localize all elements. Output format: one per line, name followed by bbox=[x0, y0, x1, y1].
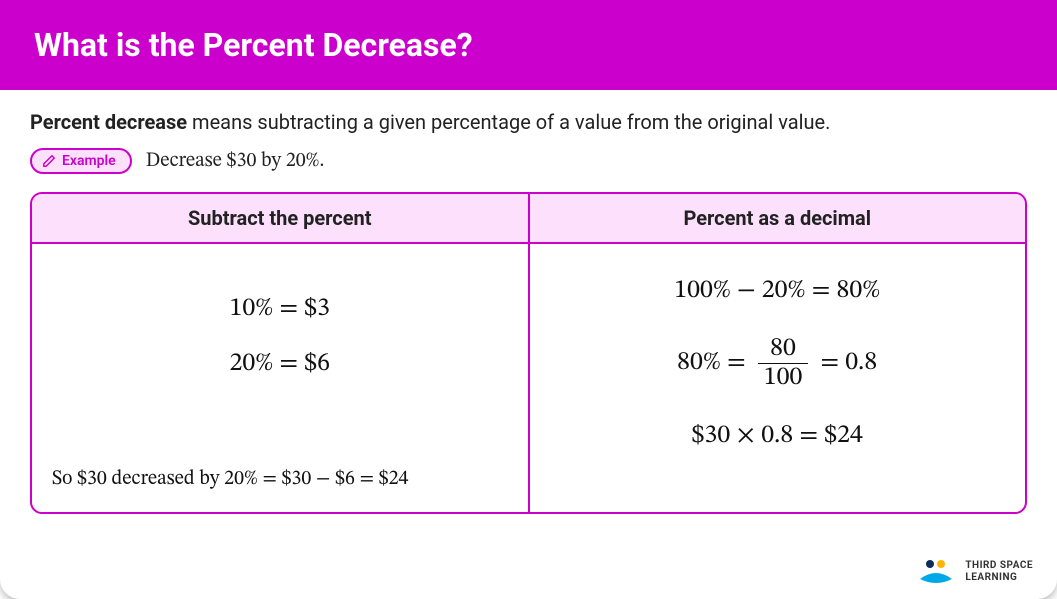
fraction: 80 100 bbox=[758, 335, 809, 393]
logo-line2: LEARNING bbox=[965, 572, 1033, 584]
col-header-right: Percent as a decimal bbox=[530, 194, 1026, 244]
right-line2: 80% = 80 100 = 0.8 bbox=[677, 335, 877, 393]
intro-text: Percent decrease means subtracting a giv… bbox=[30, 110, 1027, 134]
conclusion-math: $30 decreased by 20% = $30 − $6 = $24 bbox=[77, 469, 408, 489]
left-conclusion: So $30 decreased by 20% = $30 − $6 = $24 bbox=[52, 467, 508, 492]
example-badge-label: Example bbox=[62, 153, 116, 169]
conclusion-prefix: So bbox=[52, 469, 77, 489]
logo-text: THIRD SPACE LEARNING bbox=[965, 560, 1033, 584]
col-subtract: Subtract the percent 10% = $3 20% = $6 S… bbox=[32, 194, 530, 512]
right-line1: 100% − 20% = 80% bbox=[674, 268, 880, 315]
left-line1: 10% = $3 bbox=[230, 286, 330, 333]
card-header: What is the Percent Decrease? bbox=[0, 0, 1057, 90]
comparison-table: Subtract the percent 10% = $3 20% = $6 S… bbox=[30, 192, 1027, 514]
intro-rest: means subtracting a given percentage of … bbox=[187, 110, 830, 134]
right-math-stack: 100% − 20% = 80% 80% = 80 100 = 0.8 $30 … bbox=[550, 268, 1006, 460]
right-line2-right: = 0.8 bbox=[820, 340, 877, 387]
logo-line1: THIRD SPACE bbox=[965, 560, 1033, 572]
page-title: What is the Percent Decrease? bbox=[34, 26, 1023, 64]
lesson-card: What is the Percent Decrease? Percent de… bbox=[0, 0, 1057, 599]
example-badge: Example bbox=[30, 148, 132, 174]
example-text: Decrease $30 by 20%. bbox=[146, 149, 325, 174]
col-header-left: Subtract the percent bbox=[32, 194, 528, 244]
card-body: Percent decrease means subtracting a giv… bbox=[0, 90, 1057, 526]
col-body-right: 100% − 20% = 80% 80% = 80 100 = 0.8 $30 … bbox=[530, 244, 1026, 512]
right-line2-left: 80% = bbox=[677, 340, 746, 387]
left-math-stack: 10% = $3 20% = $6 bbox=[52, 286, 508, 388]
pencil-icon bbox=[42, 154, 56, 168]
left-line2: 20% = $6 bbox=[230, 341, 330, 388]
col-body-left: 10% = $3 20% = $6 So $30 decreased by 20… bbox=[32, 244, 528, 512]
col-decimal: Percent as a decimal 100% − 20% = 80% 80… bbox=[530, 194, 1026, 512]
frac-den: 100 bbox=[758, 364, 809, 393]
brand-logo: THIRD SPACE LEARNING bbox=[917, 557, 1033, 587]
intro-bold: Percent decrease bbox=[30, 110, 187, 134]
example-row: Example Decrease $30 by 20%. bbox=[30, 148, 1027, 174]
right-line3: $30 × 0.8 = $24 bbox=[692, 413, 863, 460]
frac-num: 80 bbox=[758, 335, 809, 365]
logo-icon bbox=[917, 557, 955, 587]
